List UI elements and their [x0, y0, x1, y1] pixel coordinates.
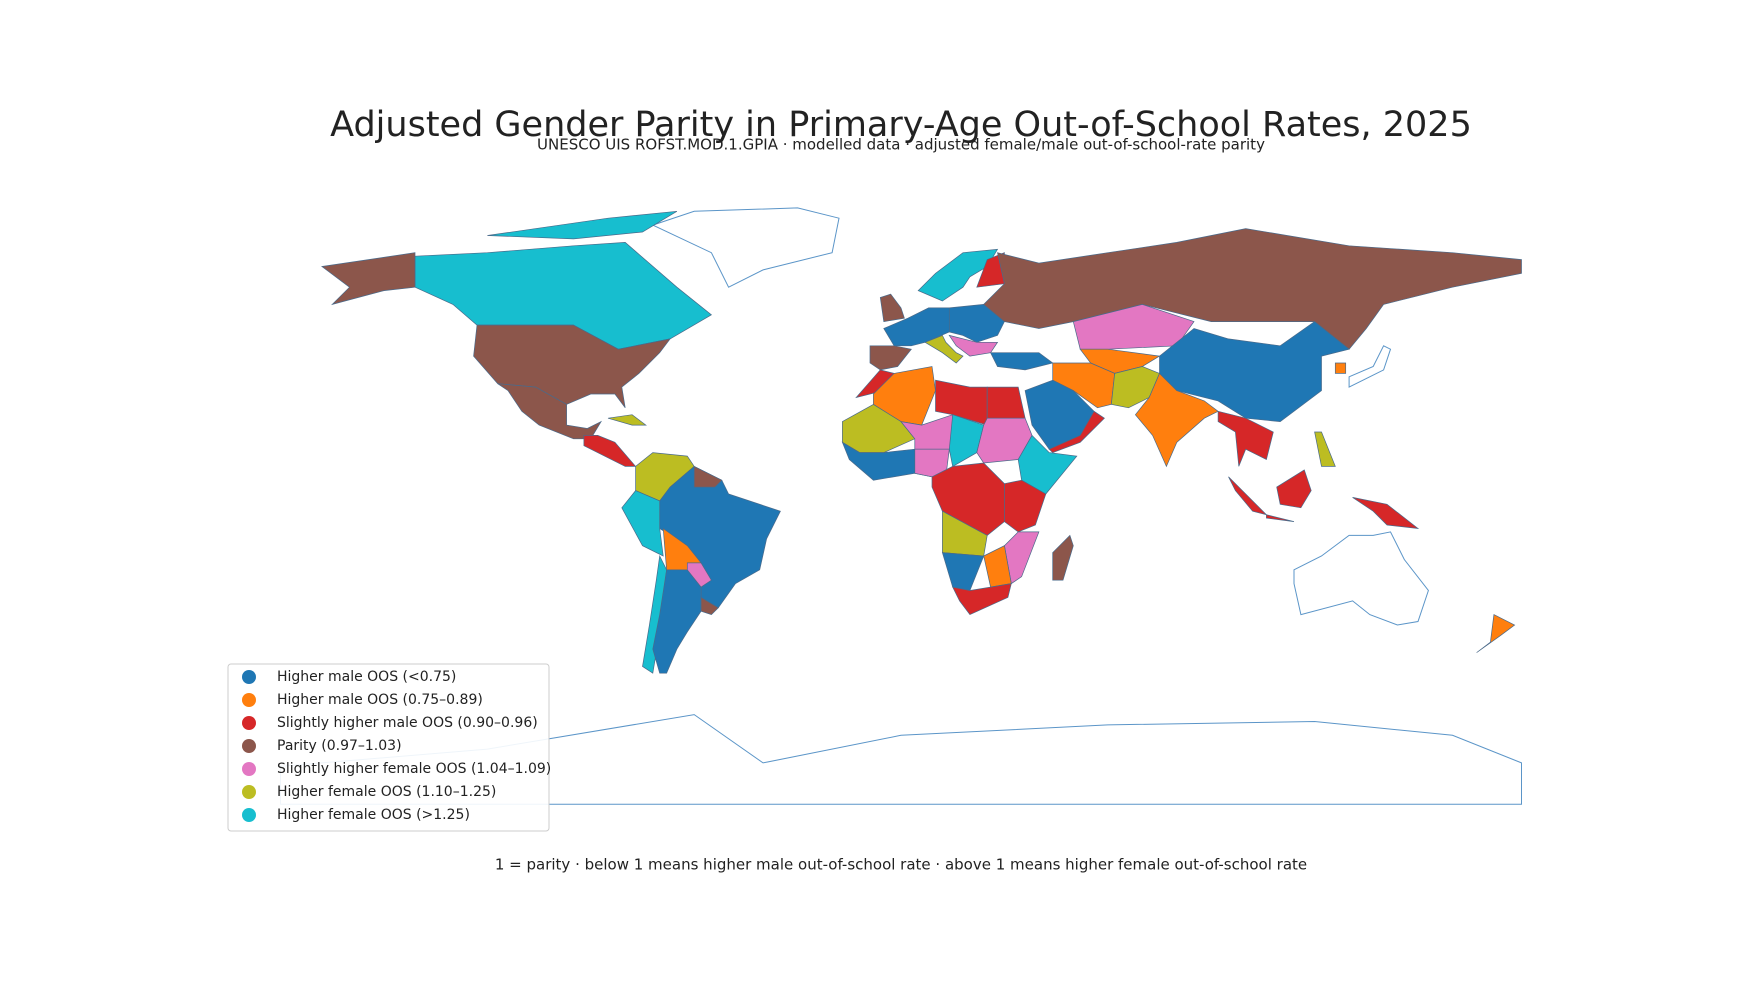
country-shape — [1334, 362, 1347, 374]
country-shape — [1348, 345, 1392, 388]
country-shape — [1276, 469, 1312, 509]
legend-marker — [242, 670, 256, 684]
country-shape — [976, 252, 1005, 288]
country-shape — [879, 293, 905, 323]
country-shape — [990, 352, 1054, 371]
legend-label: Slightly higher female OOS (1.04–1.09) — [277, 761, 551, 777]
legend-label: Higher male OOS (0.75–0.89) — [277, 692, 483, 708]
country-shape — [1048, 410, 1105, 454]
country-shape — [1228, 476, 1268, 516]
legend-marker — [242, 739, 256, 753]
country-shape — [952, 583, 1012, 616]
country-shape — [1052, 534, 1074, 581]
legend-label: Slightly higher male OOS (0.90–0.96) — [277, 715, 538, 731]
country-shape — [700, 596, 719, 615]
legend-marker — [242, 693, 256, 707]
country-shape — [583, 435, 637, 467]
country-shape — [983, 228, 1522, 350]
country-shape — [651, 207, 840, 288]
country-shape — [1159, 321, 1350, 422]
legend-label: Higher female OOS (>1.25) — [277, 807, 470, 823]
country-shape — [1266, 514, 1295, 522]
country-shape — [1293, 531, 1429, 626]
map-subtitle: UNESCO UIS ROFST.MOD.1.GPIA · modelled d… — [537, 136, 1265, 154]
legend-marker — [242, 762, 256, 776]
legend-label: Higher female OOS (1.10–1.25) — [277, 784, 496, 800]
legend-marker — [242, 808, 256, 822]
legend-label: Parity (0.97–1.03) — [277, 738, 402, 754]
country-shape — [487, 210, 678, 240]
country-shape — [1004, 531, 1040, 585]
country-shape — [1217, 410, 1274, 467]
legend-label: Higher male OOS (<0.75) — [277, 669, 456, 685]
country-shape — [1476, 614, 1516, 653]
country-shape — [948, 414, 985, 467]
map-land — [280, 207, 1522, 805]
country-shape — [693, 465, 723, 488]
country-shape — [869, 345, 912, 371]
country-shape — [686, 562, 712, 588]
country-shape — [1352, 497, 1420, 529]
country-shape — [621, 490, 664, 557]
legend-box — [227, 663, 550, 832]
country-shape — [986, 386, 1026, 419]
map-note: 1 = parity · below 1 means higher male o… — [495, 856, 1307, 874]
legend-marker — [242, 785, 256, 799]
country-shape — [607, 414, 647, 426]
country-shape — [1314, 431, 1336, 467]
country-shape — [1004, 479, 1047, 533]
country-shape — [497, 383, 603, 440]
country-shape — [941, 552, 985, 591]
legend-marker — [242, 716, 256, 730]
country-shape — [321, 252, 416, 306]
map-title: Adjusted Gender Parity in Primary-Age Ou… — [330, 105, 1472, 145]
legend: Higher male OOS (<0.75) Higher male OOS (… — [242, 669, 551, 823]
country-shape — [924, 334, 964, 364]
